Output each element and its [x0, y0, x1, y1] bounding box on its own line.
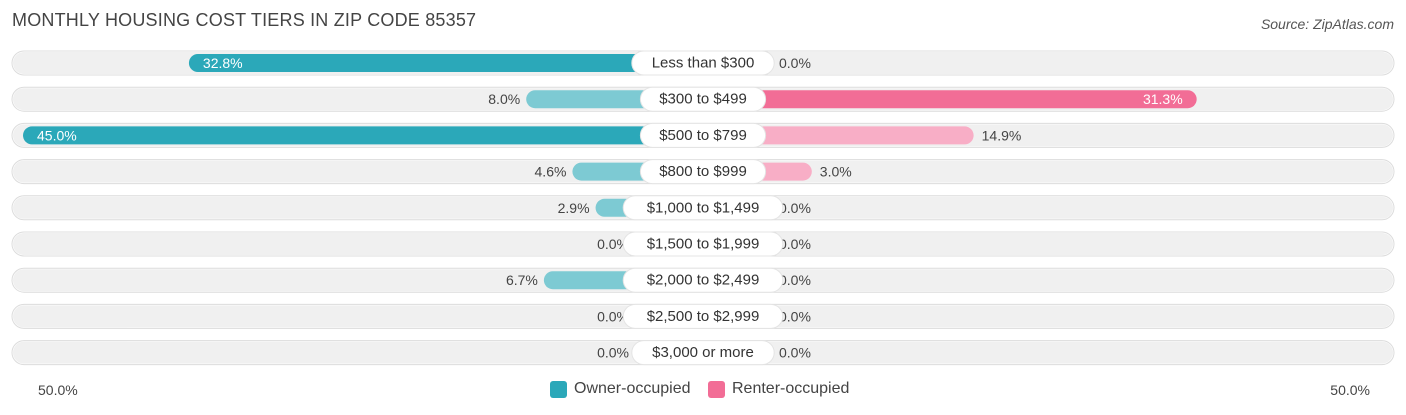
legend-swatch-owner: [550, 380, 567, 398]
category-label: Less than $300: [652, 55, 755, 72]
category-label: $2,000 to $2,499: [647, 272, 760, 289]
category-pill: [622, 231, 784, 257]
legend-swatch-renter: [708, 380, 725, 398]
legend-item-owner: Owner-occupied: [550, 380, 691, 398]
category-label: $800 to $999: [659, 163, 747, 180]
source-note: Source: ZipAtlas.com: [1260, 16, 1394, 32]
renter-value-label: 31.3%: [1143, 91, 1183, 107]
chart-title: MONTHLY HOUSING COST TIERS IN ZIP CODE 8…: [12, 10, 477, 30]
category-label: $3,000 or more: [652, 344, 754, 361]
owner-value-label: 6.7%: [506, 272, 538, 288]
category-pill: [639, 86, 767, 112]
owner-value-label: 2.9%: [558, 200, 590, 216]
owner-value-label: 0.0%: [597, 236, 629, 252]
renter-value-label: 0.0%: [779, 308, 811, 324]
owner-value-label: 0.0%: [597, 308, 629, 324]
axis-right-label: 50.0%: [1330, 382, 1370, 398]
renter-value-label: 3.0%: [820, 164, 852, 180]
category-label: $300 to $499: [659, 91, 747, 108]
category-pill: [622, 195, 784, 221]
owner-value-label: 45.0%: [37, 127, 77, 143]
renter-value-label: 0.0%: [779, 55, 811, 71]
renter-value-label: 14.9%: [982, 127, 1022, 143]
legend-label-owner: Owner-occupied: [574, 380, 691, 397]
renter-value-label: 0.0%: [779, 272, 811, 288]
axis-left-label: 50.0%: [38, 382, 78, 398]
owner-bar: [23, 126, 703, 145]
diverging-bar-chart: 32.8% 0.0% Less than $300 8.0% 31.3% $300 to …: [11, 50, 1395, 366]
owner-value-label: 4.6%: [535, 164, 567, 180]
category-label: $500 to $799: [659, 127, 747, 144]
category-label: $2,500 to $2,999: [647, 308, 760, 325]
renter-value-label: 0.0%: [779, 200, 811, 216]
category-pill: [639, 159, 767, 185]
category-pill: [631, 340, 775, 366]
category-pill: [622, 303, 784, 329]
category-pill: [631, 50, 775, 76]
category-pill: [622, 267, 784, 293]
renter-value-label: 0.0%: [779, 345, 811, 361]
renter-value-label: 0.0%: [779, 236, 811, 252]
owner-value-label: 0.0%: [597, 345, 629, 361]
category-pill: [639, 122, 767, 148]
legend-label-renter: Renter-occupied: [732, 380, 850, 397]
owner-bar: [188, 54, 704, 72]
category-label: $1,500 to $1,999: [647, 236, 760, 253]
category-label: $1,000 to $1,499: [647, 199, 760, 216]
renter-bar: [703, 126, 974, 145]
owner-value-label: 8.0%: [488, 91, 520, 107]
legend-item-renter: Renter-occupied: [708, 380, 849, 398]
renter-bar: [703, 90, 1197, 109]
owner-value-label: 32.8%: [203, 55, 243, 71]
legend: Owner-occupied Renter-occupied: [0, 380, 1406, 400]
